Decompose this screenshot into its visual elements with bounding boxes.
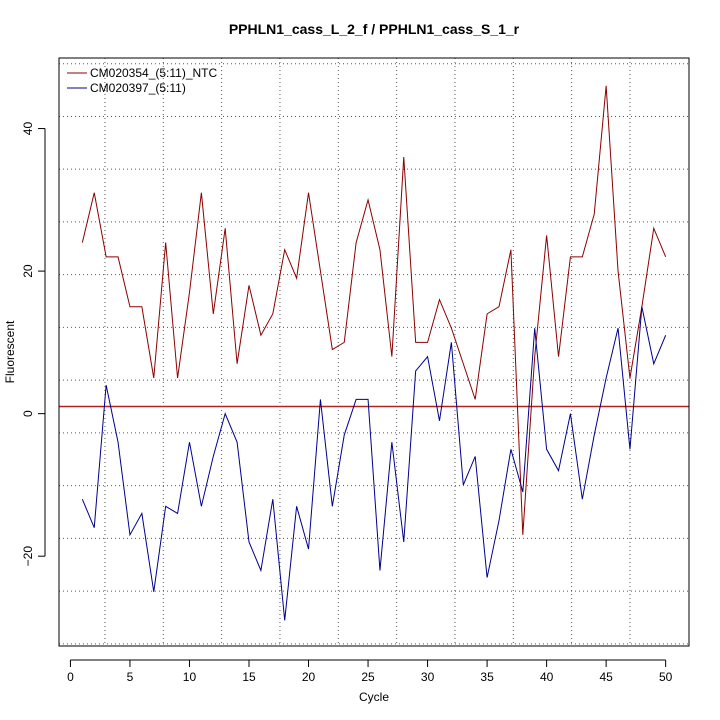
chart-title: PPHLN1_cass_L_2_f / PPHLN1_cass_S_1_r — [229, 21, 520, 37]
x-tick-label-9: 45 — [599, 670, 613, 684]
y-tick-label-3: 40 — [21, 122, 35, 136]
grid — [59, 58, 689, 646]
series-layer — [81, 85, 667, 621]
y-tick-label-0: −20 — [21, 546, 35, 567]
x-tick-label-6: 30 — [421, 670, 435, 684]
x-tick-label-0: 0 — [67, 670, 74, 684]
x-tick-label-10: 50 — [659, 670, 673, 684]
legend-label-1: CM020354_(5:11)_NTC — [90, 66, 218, 80]
legend-label-2: CM020397_(5:11) — [90, 81, 186, 95]
x-axis-label: Cycle — [359, 690, 389, 704]
axes: 0 5 10 15 20 25 30 35 40 45 50 −20 0 20 40 — [21, 122, 673, 684]
y-tick-label-2: 20 — [21, 264, 35, 278]
x-tick-label-2: 10 — [183, 670, 197, 684]
x-tick-label-1: 5 — [127, 670, 134, 684]
y-axis-label: Fluorescent — [3, 320, 17, 383]
series-line-2 — [81, 306, 667, 621]
x-tick-label-5: 25 — [361, 670, 375, 684]
series-line-1 — [81, 85, 667, 535]
plot-frame — [58, 57, 690, 647]
x-tick-label-3: 15 — [242, 670, 256, 684]
y-tick-label-1: 0 — [21, 410, 35, 417]
x-tick-label-7: 35 — [480, 670, 494, 684]
x-tick-label-4: 20 — [302, 670, 316, 684]
x-tick-label-8: 40 — [540, 670, 554, 684]
